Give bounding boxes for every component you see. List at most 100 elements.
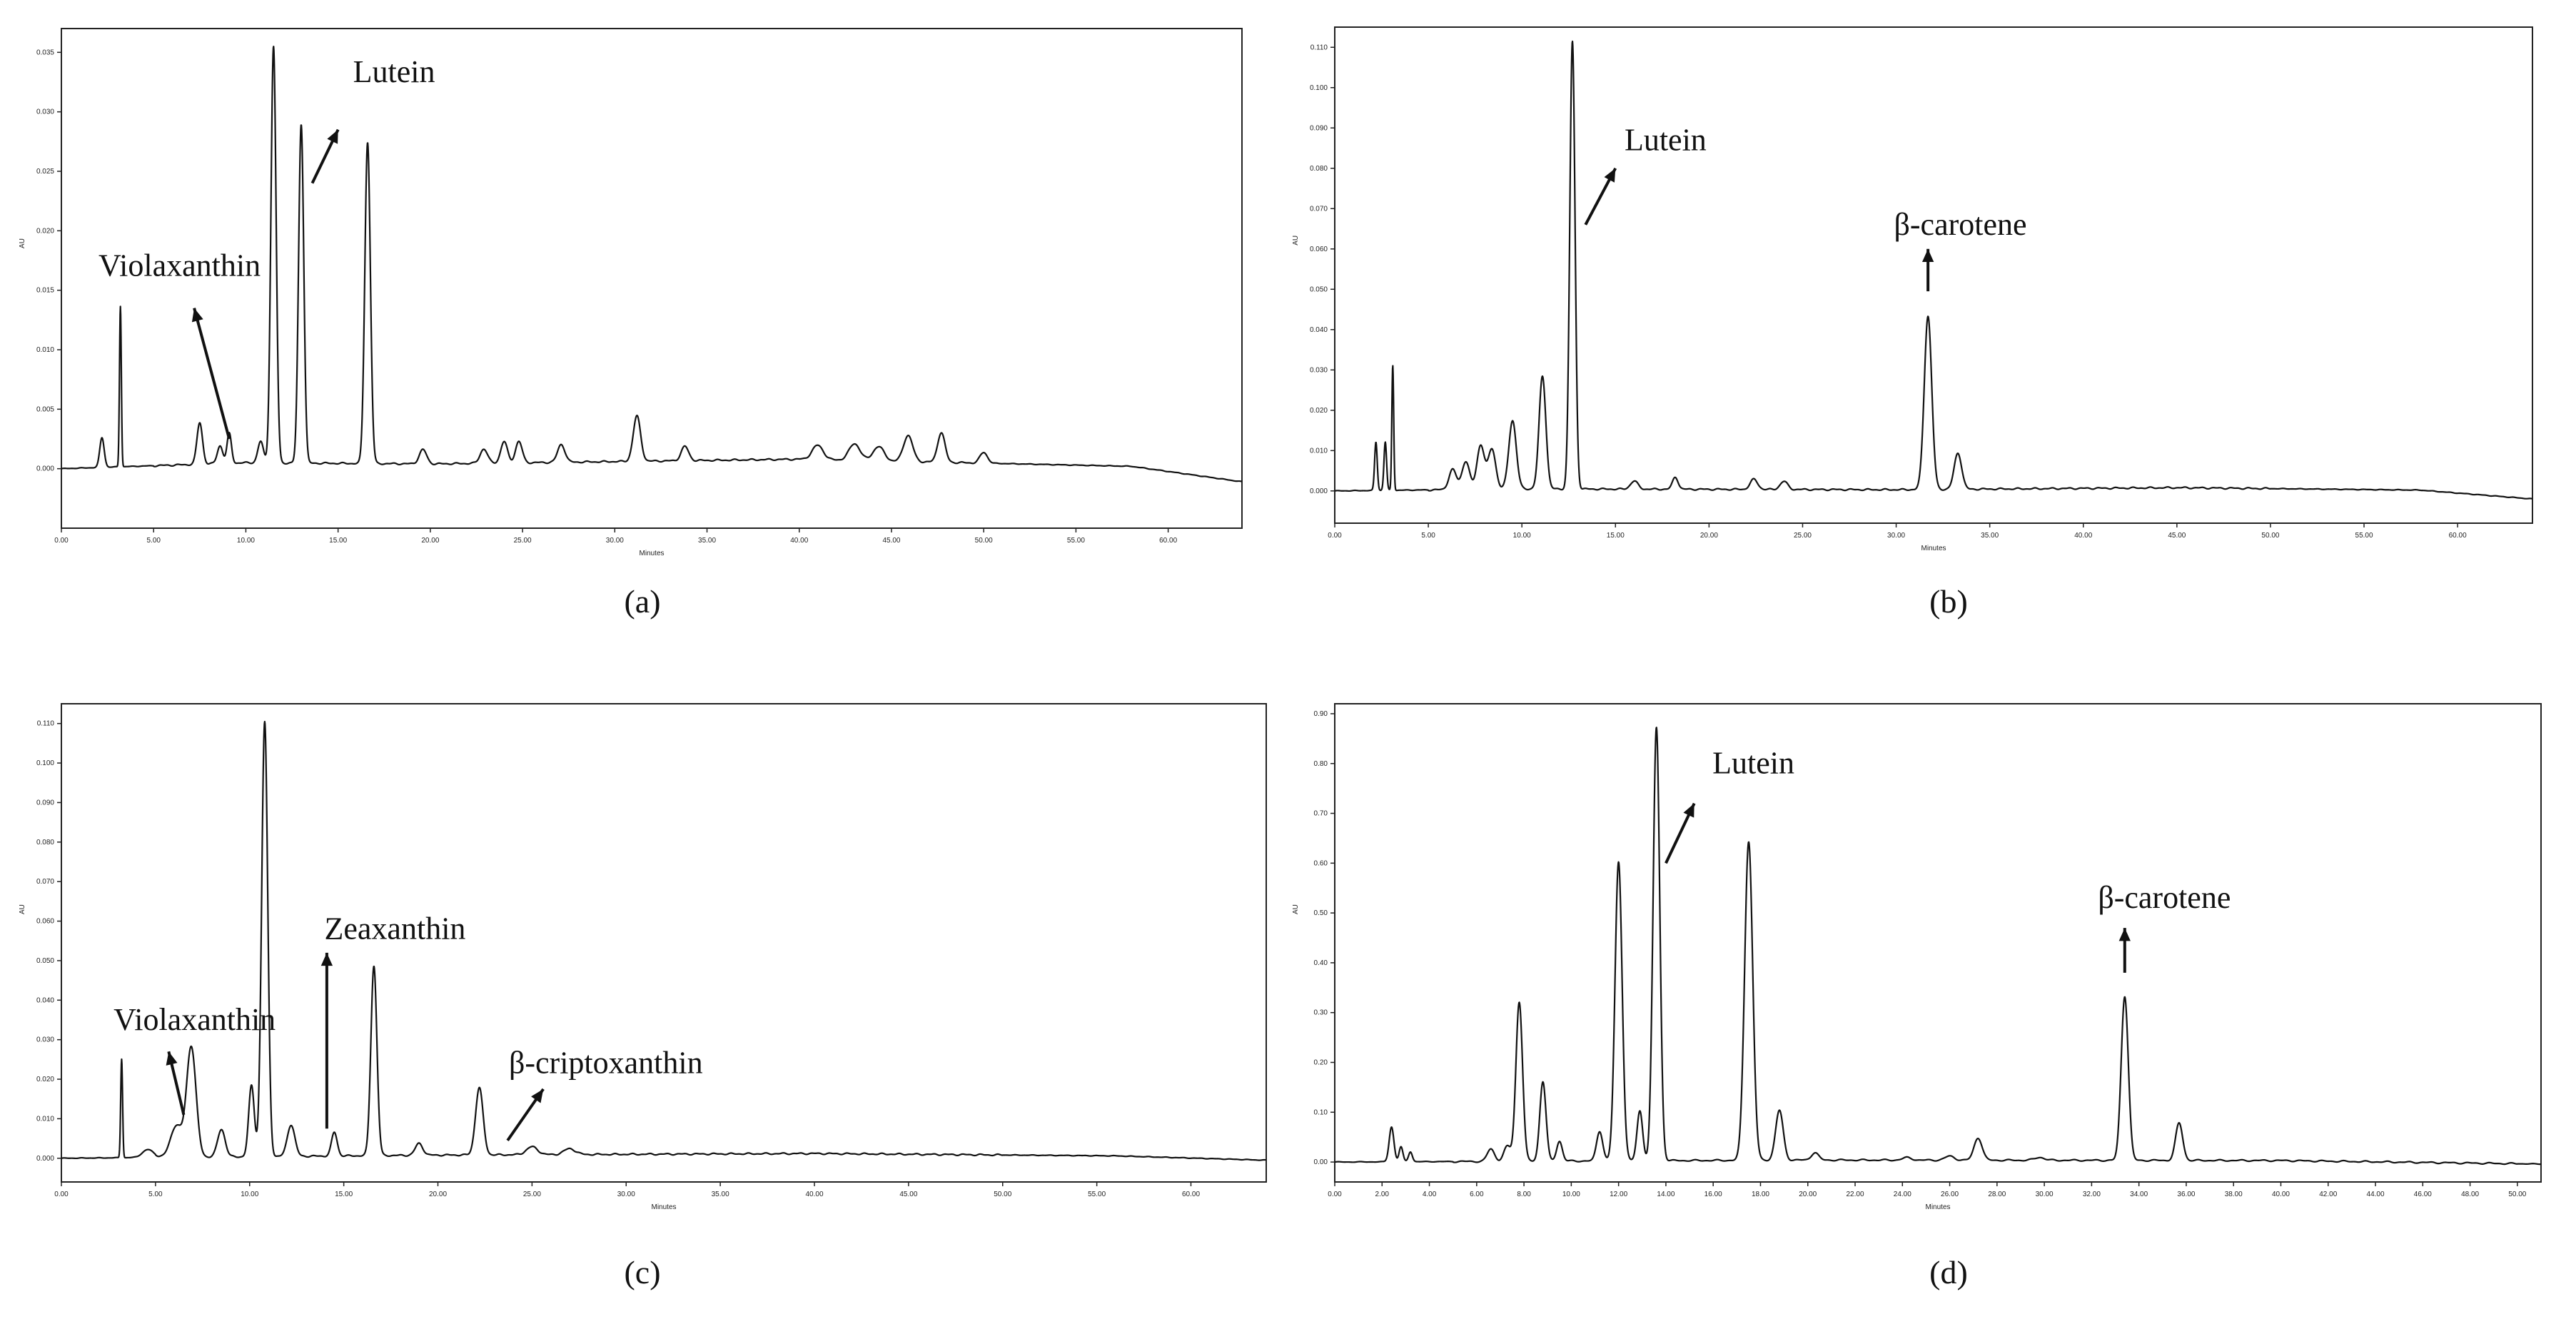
x-tick-label-d: 42.00 <box>2319 1191 2337 1198</box>
panel-caption-a: (a) <box>624 583 660 620</box>
x-tick-label-c: 0.00 <box>54 1191 69 1198</box>
x-tick-label-c: 25.00 <box>523 1191 541 1198</box>
chromatogram-d-svg: 0.000.100.200.300.400.500.600.700.800.90… <box>1288 678 2576 1315</box>
y-tick-label-d: 0.20 <box>1314 1059 1328 1067</box>
y-tick-label-a: 0.005 <box>36 405 54 413</box>
x-tick-label-a: 50.00 <box>975 537 993 545</box>
annotation-label-a: Violaxanthin <box>99 248 261 283</box>
x-tick-label-b: 5.00 <box>1421 532 1435 540</box>
y-tick-label-a: 0.000 <box>36 465 54 473</box>
x-tick-label-c: 40.00 <box>805 1191 823 1198</box>
x-tick-label-c: 45.00 <box>899 1191 917 1198</box>
y-tick-label-d: 0.40 <box>1314 959 1328 967</box>
annotation-arrowhead-b <box>1922 249 1934 262</box>
x-tick-label-b: 15.00 <box>1607 532 1625 540</box>
y-tick-label-b: 0.100 <box>1310 84 1328 92</box>
x-tick-label-b: 55.00 <box>2355 532 2373 540</box>
x-tick-label-c: 5.00 <box>148 1191 163 1198</box>
y-tick-label-c: 0.000 <box>36 1155 54 1163</box>
chromatogram-a-svg: 0.000 0.005 0.010 0.015 0.020 0.025 0.030 0.035… <box>0 0 1288 678</box>
x-tick-label-d: 12.00 <box>1610 1191 1627 1198</box>
y-tick-label-a: 0.030 <box>36 108 54 116</box>
annotation-label-c: Zeaxanthin <box>325 911 466 946</box>
y-tick-label-b: 0.000 <box>1310 487 1328 495</box>
x-tick-label-a: 30.00 <box>606 537 624 545</box>
x-tick-label-c: 55.00 <box>1088 1191 1106 1198</box>
chromatogram-trace-b <box>1335 41 2532 499</box>
y-tick-label-c: 0.010 <box>36 1115 54 1123</box>
x-tick-label-c: 15.00 <box>335 1191 353 1198</box>
x-tick-label-c: 20.00 <box>429 1191 447 1198</box>
x-tick-label-d: 44.00 <box>2367 1191 2385 1198</box>
x-tick-label-d: 28.00 <box>1988 1191 2006 1198</box>
x-tick-label-a: 10.00 <box>237 537 255 545</box>
y-tick-label-c: 0.050 <box>36 957 54 965</box>
y-tick-label-c: 0.110 <box>37 720 55 728</box>
x-tick-label-b: 0.00 <box>1328 532 1342 540</box>
x-tick-label-d: 14.00 <box>1657 1191 1675 1198</box>
x-tick-label-c: 30.00 <box>617 1191 635 1198</box>
x-tick-label-d: 16.00 <box>1704 1191 1722 1198</box>
annotation-label-d: Lutein <box>1712 746 1794 781</box>
y-tick-label-b: 0.060 <box>1310 246 1328 253</box>
y-tick-label-b: 0.030 <box>1310 366 1328 374</box>
annotation-arrow-a <box>194 308 229 439</box>
y-tick-label-d: 0.60 <box>1314 859 1328 867</box>
y-tick-label-a: 0.025 <box>36 168 54 176</box>
x-tick-label-a: 20.00 <box>421 537 439 545</box>
x-tick-label-a: 60.00 <box>1159 537 1177 545</box>
annotation-label-b: Lutein <box>1625 122 1707 157</box>
x-tick-label-a: 25.00 <box>514 537 532 545</box>
y-tick-label-b: 0.050 <box>1310 285 1328 293</box>
y-tick-label-d: 0.80 <box>1314 760 1328 768</box>
y-tick-label-c: 0.080 <box>36 839 54 847</box>
y-tick-label-c: 0.100 <box>36 759 54 767</box>
y-tick-label-b: 0.020 <box>1310 407 1328 415</box>
x-tick-label-d: 6.00 <box>1470 1191 1484 1198</box>
plot-frame-d <box>1335 704 2541 1182</box>
y-tick-label-d: 0.90 <box>1314 710 1328 718</box>
x-tick-label-d: 26.00 <box>1941 1191 1959 1198</box>
annotation-arrowhead-d <box>2119 928 2131 941</box>
annotation-label-c: β-criptoxanthin <box>509 1046 703 1081</box>
annotation-arrowhead-c <box>321 953 333 966</box>
x-tick-label-a: 45.00 <box>882 537 900 545</box>
x-tick-label-c: 60.00 <box>1182 1191 1200 1198</box>
x-tick-label-a: 15.00 <box>329 537 347 545</box>
x-tick-label-d: 34.00 <box>2130 1191 2148 1198</box>
annotation-arrowhead-c <box>531 1089 543 1103</box>
y-tick-label-c: 0.090 <box>36 799 54 807</box>
y-tick-label-a: 0.015 <box>36 287 54 295</box>
y-tick-label-d: 0.50 <box>1314 909 1328 917</box>
y-tick-label-d: 0.10 <box>1314 1108 1328 1116</box>
y-tick-label-d: 0.70 <box>1314 810 1328 818</box>
x-tick-label-a: 5.00 <box>146 537 161 545</box>
x-tick-label-b: 10.00 <box>1513 532 1531 540</box>
y-tick-label-a: 0.010 <box>36 346 54 354</box>
y-tick-label-a: 0.020 <box>36 227 54 235</box>
y-tick-label-c: 0.060 <box>36 918 54 926</box>
panel-caption-d: (d) <box>1929 1254 1968 1290</box>
y-tick-label-b: 0.010 <box>1310 447 1328 455</box>
x-axis-label-b: Minutes <box>1921 545 1946 552</box>
x-tick-label-d: 50.00 <box>2508 1191 2526 1198</box>
y-tick-label-b: 0.090 <box>1310 124 1328 132</box>
x-tick-label-d: 4.00 <box>1423 1191 1437 1198</box>
panel-caption-b: (b) <box>1929 583 1968 620</box>
annotation-label-b: β-carotene <box>1894 207 2027 242</box>
x-tick-label-d: 32.00 <box>2083 1191 2101 1198</box>
chromatogram-trace-d <box>1335 727 2541 1164</box>
x-tick-label-b: 20.00 <box>1700 532 1718 540</box>
y-tick-label-b: 0.110 <box>1310 44 1328 51</box>
chromatogram-trace-c <box>61 722 1266 1161</box>
y-tick-label-a: 0.035 <box>36 49 54 56</box>
x-tick-label-b: 40.00 <box>2074 532 2092 540</box>
x-tick-label-d: 24.00 <box>1894 1191 1911 1198</box>
y-tick-label-c: 0.020 <box>36 1076 54 1083</box>
x-tick-label-d: 30.00 <box>2036 1191 2054 1198</box>
annotation-label-a: Lutein <box>353 54 435 89</box>
y-tick-label-d: 0.00 <box>1314 1158 1328 1166</box>
y-tick-label-b: 0.070 <box>1310 205 1328 213</box>
x-axis-label-c: Minutes <box>651 1203 676 1211</box>
